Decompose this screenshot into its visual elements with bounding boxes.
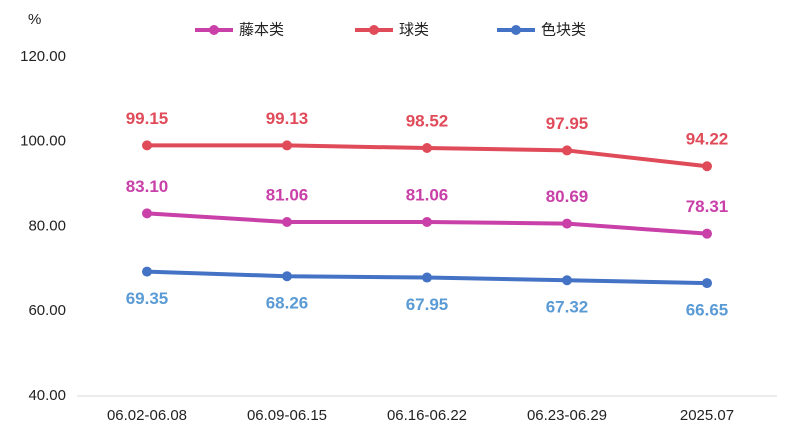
data-label: 81.06 <box>406 185 449 204</box>
data-label: 81.06 <box>266 185 309 204</box>
data-label: 98.52 <box>406 112 449 131</box>
data-label: 78.31 <box>686 197 729 216</box>
data-point <box>562 145 572 156</box>
x-tick-label: 06.16-06.22 <box>387 407 467 424</box>
data-label: 69.35 <box>126 289 169 308</box>
x-tick-label: 06.09-06.15 <box>247 407 327 424</box>
data-label: 66.65 <box>686 301 729 320</box>
data-label: 80.69 <box>546 187 589 206</box>
y-tick-label: 60.00 <box>28 302 66 319</box>
y-unit: % <box>28 11 41 28</box>
data-label: 94.22 <box>686 130 729 149</box>
x-tick-label: 06.23-06.29 <box>527 407 607 424</box>
data-label: 67.32 <box>546 298 589 317</box>
x-tick-label: 06.02-06.08 <box>107 407 187 424</box>
data-point <box>282 140 292 151</box>
data-point <box>702 278 712 289</box>
y-tick-label: 40.00 <box>28 387 66 404</box>
data-point <box>422 143 432 154</box>
data-label: 99.13 <box>266 109 309 128</box>
data-point <box>142 266 152 277</box>
legend-marker <box>511 25 521 35</box>
y-tick-label: 100.00 <box>20 133 66 150</box>
data-point <box>702 228 712 239</box>
data-point <box>562 218 572 229</box>
y-tick-label: 120.00 <box>20 48 66 65</box>
data-point <box>422 272 432 283</box>
data-point <box>702 161 712 172</box>
data-point <box>422 217 432 228</box>
data-point <box>142 208 152 219</box>
legend-label: 球类 <box>399 21 429 39</box>
data-point <box>282 217 292 228</box>
data-point <box>282 271 292 282</box>
x-tick-label: 2025.07 <box>680 407 734 424</box>
legend-label: 色块类 <box>541 21 586 39</box>
data-label: 68.26 <box>266 294 309 313</box>
data-label: 83.10 <box>126 177 169 196</box>
legend-label: 藤本类 <box>239 21 284 39</box>
data-label: 99.15 <box>126 109 169 128</box>
data-label: 67.95 <box>406 295 449 314</box>
data-label: 97.95 <box>546 114 589 133</box>
legend-marker <box>209 25 219 35</box>
legend-marker <box>369 25 379 35</box>
y-tick-label: 80.00 <box>28 217 66 234</box>
data-point <box>562 275 572 286</box>
data-point <box>142 140 152 151</box>
